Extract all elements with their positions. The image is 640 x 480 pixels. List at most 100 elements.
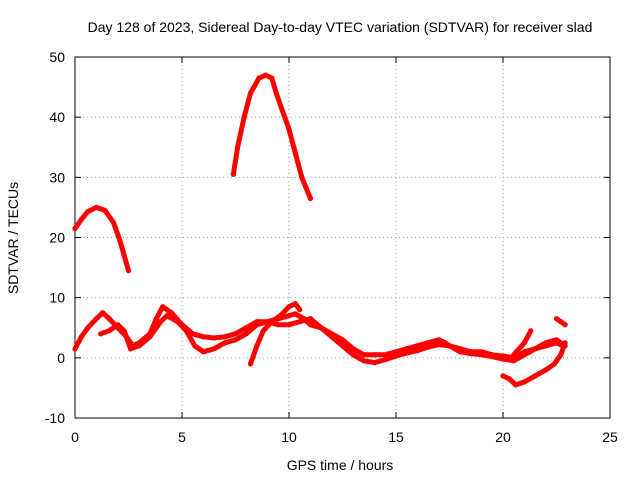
data-point [160,304,166,310]
data-point [543,367,549,373]
data-point [85,325,91,331]
data-point [532,346,538,352]
data-point [350,352,356,358]
data-point [425,344,431,350]
data-point [297,307,303,313]
data-point [93,316,99,322]
data-point [153,316,159,322]
data-point [372,352,378,358]
data-point [232,331,239,337]
data-point [425,340,431,346]
data-point [222,334,228,340]
y-tick-label: 40 [49,109,65,125]
x-tick-label: 20 [495,429,511,445]
data-point [247,361,254,367]
series-arc-2 [230,72,313,201]
data-point [393,353,399,359]
data-point [489,354,495,360]
data-point [158,319,164,325]
series-arc-1 [72,204,132,274]
y-axis-label: SDTVAR / TECUs [5,182,21,294]
data-point [243,331,249,337]
data-point [269,319,275,325]
data-point [513,382,519,388]
data-point [506,376,512,382]
data-point [78,216,84,222]
data-point [382,357,388,363]
data-point [243,325,249,331]
data-point [211,335,217,341]
data-point [339,343,346,349]
data-point [136,343,142,349]
x-tick-label: 25 [602,429,618,445]
data-point [125,268,132,274]
chart-title: Day 128 of 2023, Sidereal Day-to-day VTE… [88,19,593,35]
y-tick-label: 10 [49,290,65,306]
series-arc-3 [72,304,566,361]
data-point [115,322,121,328]
data-point [297,319,303,325]
data-point [262,72,269,78]
data-point [183,328,189,334]
data-point [339,337,346,343]
data-point [292,311,298,317]
data-point [543,340,549,346]
data-point [553,337,560,343]
data-point [110,219,117,226]
data-point [558,319,564,325]
series-arc-7 [511,328,534,358]
data-point [382,352,388,358]
data-point [558,352,564,358]
data-point [521,379,528,385]
data-point [254,322,260,328]
data-point [128,346,134,352]
data-point [254,343,260,349]
series-arc-5 [247,301,303,367]
data-point [528,328,534,334]
data-point [247,90,254,96]
data-point [318,325,324,331]
x-tick-label: 15 [388,429,404,445]
data-point [211,346,217,352]
data-point [307,195,313,201]
data-point [457,349,463,355]
data-point [414,348,420,354]
x-axis-label: GPS time / hours [287,457,394,473]
data-point [361,358,367,364]
series-arc-8 [553,316,568,328]
data-point [436,337,442,343]
data-point [307,322,313,328]
data-point [280,108,286,114]
data-point [404,346,410,352]
data-point [100,310,106,316]
data-point [511,358,517,364]
x-tick-label: 0 [71,429,79,445]
data-point [277,313,283,319]
data-point [479,352,485,358]
data-point [117,237,123,244]
data-point [175,319,181,325]
data-point [404,350,410,356]
data-point [102,207,108,213]
data-point [192,343,198,349]
data-point [329,334,335,340]
data-point [78,334,84,340]
data-point [372,360,378,366]
series-arc-6 [500,340,568,388]
data-point [500,356,506,362]
data-point [98,331,104,337]
data-point [273,90,279,96]
data-point [468,351,474,357]
data-point [500,373,506,379]
data-point [292,301,298,307]
data-point [286,322,292,328]
data-point [414,343,420,349]
y-tick-label: 30 [49,169,65,185]
data-point [230,171,236,177]
data-point [121,328,127,334]
data-point [553,316,560,322]
data-point [521,340,528,346]
data-point [551,361,558,367]
axis-ticks [74,56,611,419]
